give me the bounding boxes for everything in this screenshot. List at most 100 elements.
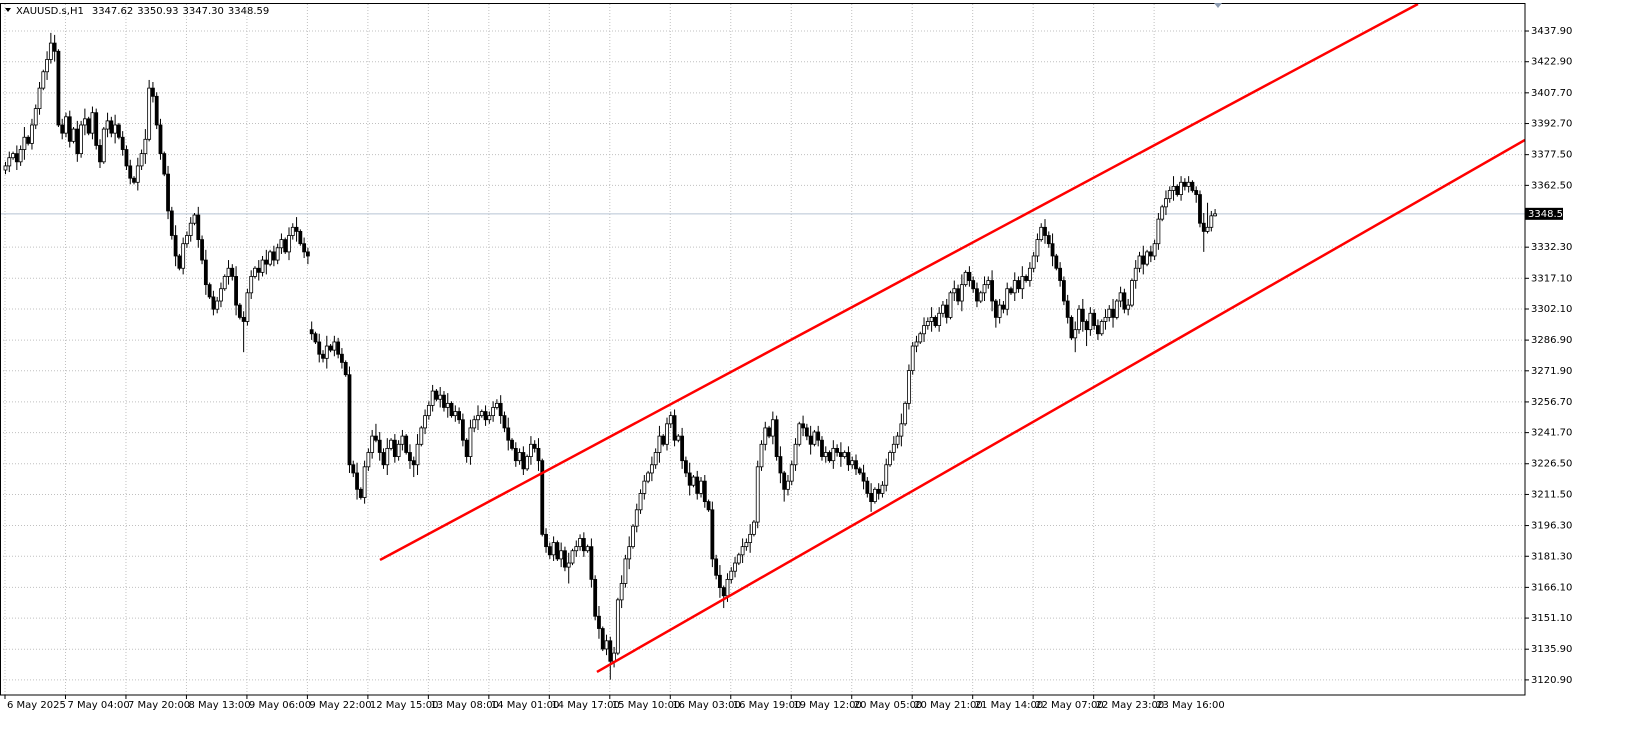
candle-body [37,87,42,109]
candle-body [990,280,994,302]
candle-body [82,118,87,126]
candle-body [11,153,15,159]
candles [3,32,1217,680]
candle-body [1190,181,1195,191]
candle-body [64,116,68,134]
candle-body [377,439,382,453]
candle-body [755,466,760,523]
x-tick-label: 6 May 2025 [7,700,66,711]
candle-body [374,435,378,441]
candle-body [211,296,216,310]
candle-body [668,415,673,425]
candle-body [1043,226,1047,236]
candle-body [166,173,170,212]
candle-body [778,456,783,474]
candle-body [283,239,288,253]
candle-body [370,435,375,453]
plot-frame [0,3,1526,696]
candle-body [559,550,564,560]
candle-body [1186,181,1191,187]
candle-body [812,431,817,445]
candle-body [79,124,83,155]
candle-body [1039,226,1044,241]
candle-body [699,480,703,494]
candle-body [680,435,685,462]
candle-body [1111,308,1115,318]
candle-body [132,177,136,183]
candle-body [1160,206,1165,220]
candle-body [1201,222,1206,232]
y-tick-label: 3392.70 [1531,119,1572,130]
candle-body [234,276,238,306]
candle-body [1137,255,1142,269]
y-tick-label: 3166.10 [1531,582,1572,593]
candle-body [1020,276,1025,290]
candle-body [222,276,227,290]
candle-body [139,153,144,167]
candle-body [907,370,911,404]
y-tick-label: 3302.10 [1531,304,1572,315]
candle-body [1054,255,1059,269]
candle-body [759,443,764,468]
y-tick-label: 3332.30 [1531,242,1572,253]
candle-body [1114,300,1119,318]
candle-body [200,239,204,261]
candle-body [925,321,930,326]
candle-body [177,255,182,269]
candle-body [1205,226,1210,232]
candle-body [41,71,46,89]
candle-body [797,423,802,445]
candle-body [842,452,847,457]
candle-body [302,243,307,253]
x-tick-label: 16 May 19:00 [733,700,802,711]
shift-marker[interactable] [1214,3,1222,8]
y-tick-label: 3211.50 [1531,489,1572,500]
candle-body [1167,190,1172,200]
candle-body [1209,215,1214,228]
symbol: XAUUSD.s,H1 [16,6,84,17]
candle-body [691,476,696,486]
candle-body [290,226,295,236]
candle-body [181,243,186,269]
candle-body [411,460,416,466]
candle-body [472,419,477,429]
menu-arrow[interactable] [5,8,11,12]
candle-body [752,521,756,535]
x-tick-label: 12 May 15:00 [370,700,439,711]
candle-body [268,251,273,265]
candle-body [861,472,866,482]
candle-body [430,390,435,406]
y-tick-label: 3135.90 [1531,644,1572,655]
candle-body [710,509,715,560]
candle-body [468,427,473,457]
candle-body [366,452,371,468]
candle-body [551,542,556,556]
y-tick-label: 3407.70 [1531,88,1572,99]
candle-body [162,153,167,175]
y-tick-label: 3241.70 [1531,428,1572,439]
candle-body [442,394,446,408]
candle-body [173,235,178,257]
candle-body [67,116,72,142]
candle-body [615,599,620,654]
x-tick-label: 7 May 04:00 [67,700,129,711]
candle-body [733,562,737,572]
candle-body [638,493,643,511]
candle-body [226,267,231,277]
y-tick-label: 3120.90 [1531,675,1572,686]
candle-body [653,452,658,466]
candle-body [544,533,548,548]
candle-body [98,145,102,163]
candle-body [101,128,106,163]
candle-body [721,587,726,597]
candle-body [423,415,427,429]
price-label-box [1525,207,1563,220]
candle-body [566,562,571,568]
candle-body [740,546,745,556]
candle-body [1103,316,1108,322]
candle-body [744,542,749,548]
candle-body [725,578,730,597]
x-tick-label: 9 May 22:00 [309,700,371,711]
candle-body [873,488,877,503]
candle-body [880,484,885,494]
